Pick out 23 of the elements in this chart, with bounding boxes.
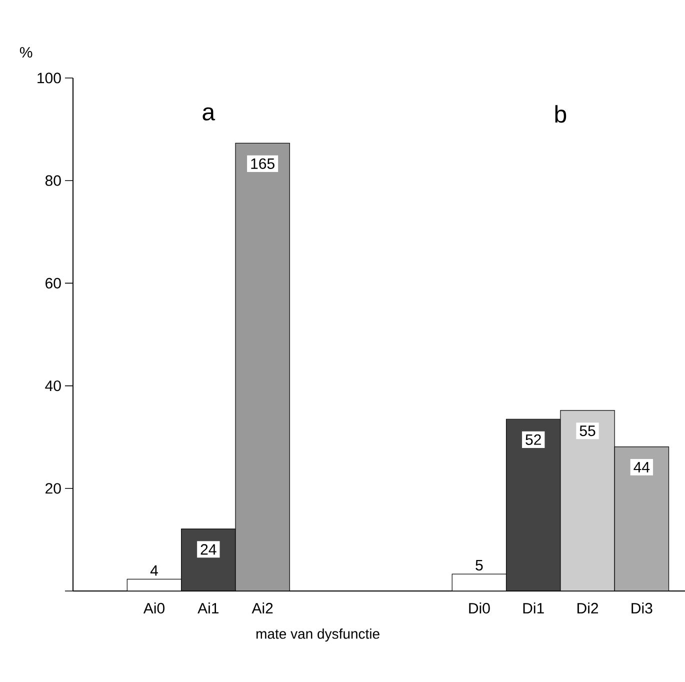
annotation: b [555, 105, 566, 123]
y-axis-title: % [20, 47, 32, 58]
annotation: 24 [200, 544, 216, 555]
y-tick-label: 40 [45, 380, 61, 392]
annotation: a [202, 107, 216, 120]
x-tick-label: Ai0 [143, 602, 164, 614]
x-tick-label: Di3 [632, 602, 652, 614]
annotation: 44 [634, 462, 650, 472]
y-tick-label: 60 [46, 278, 61, 288]
x-tick-label: Di0 [469, 602, 490, 614]
y-tick-label: 100 [38, 72, 61, 84]
y-tick-label: 20 [46, 483, 61, 494]
x-tick-label: Ai1 [198, 602, 219, 614]
x-tick-label: Ai2 [252, 602, 273, 614]
y-tick-label: 80 [45, 175, 61, 186]
annotation: 52 [526, 434, 541, 445]
annotation: 4 [150, 565, 158, 576]
x-tick-label: Di2 [577, 602, 598, 614]
annotation: 55 [580, 426, 596, 436]
annotation: 5 [476, 560, 483, 571]
annotation: 165 [251, 158, 274, 169]
x-axis-title: mate van dysfunctie [256, 628, 380, 642]
x-tick-label: Di1 [523, 602, 544, 614]
